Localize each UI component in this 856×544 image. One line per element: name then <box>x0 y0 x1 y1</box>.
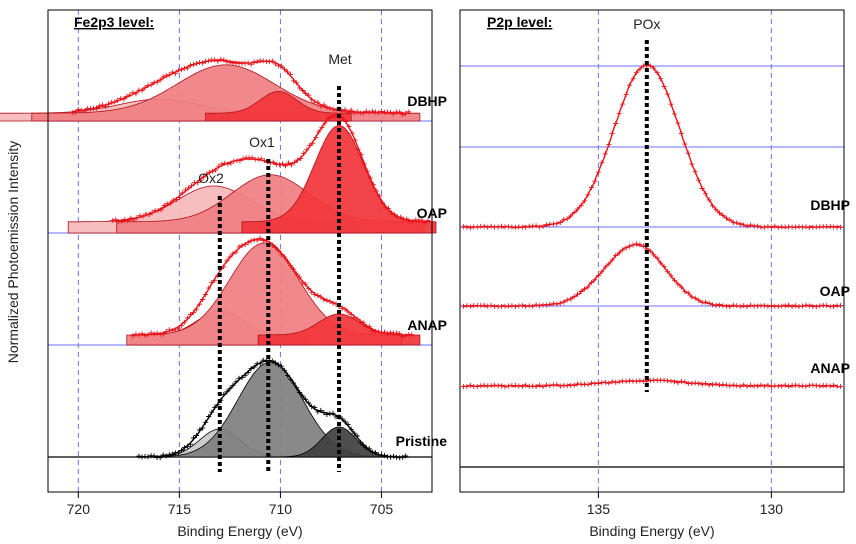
p2p-gridlines <box>597 10 772 492</box>
fe2p3-peak-markers: Ox2 Ox1 Met <box>198 51 352 472</box>
fe2p3-peak-label-ox2: Ox2 <box>198 170 224 186</box>
p2p-label-anap: ANAP <box>810 360 850 376</box>
fe2p3-peak-label-ox1: Ox1 <box>249 134 275 150</box>
fe2p3-tick-label: 715 <box>168 501 192 517</box>
fe2p3-spectrum-oap <box>67 112 437 234</box>
p2p-sample-labels: DBHP OAP ANAP <box>810 197 850 376</box>
fe2p3-spectrum-anap <box>126 235 421 346</box>
fe2p3-label-pristine: Pristine <box>396 433 448 449</box>
p2p-data-points-anap <box>461 377 843 390</box>
fe2p3-tick-label: 720 <box>67 501 91 517</box>
fe2p3-spectrum-dbhp <box>0 56 421 122</box>
p2p-tick-label: 135 <box>587 501 611 517</box>
fe2p3-x-axis-title: Binding Energy (eV) <box>177 523 302 539</box>
y-axis-title: Normalized Photoemission Intensity <box>5 141 21 364</box>
p2p-x-ticks: 135 130 <box>587 492 784 517</box>
p2p-spectrum-oap <box>461 241 843 310</box>
fe2p3-peak-label-met: Met <box>328 51 351 67</box>
fe2p3-data-points-dbhp <box>69 56 412 117</box>
fe2p3-panel-title: Fe2p3 level: <box>74 14 154 30</box>
fe2p3-tick-label: 710 <box>269 501 293 517</box>
fe2p3-component-met-dbhp <box>205 91 352 122</box>
p2p-panel-title: P2p level: <box>487 14 552 30</box>
fe2p3-spectrum-pristine <box>136 357 409 461</box>
p2p-peak-label-pox: POx <box>633 16 660 32</box>
p2p-line-dbhp <box>463 63 841 229</box>
fe2p3-sample-labels: DBHP OAP ANAP Pristine <box>396 93 448 449</box>
fe2p3-label-dbhp: DBHP <box>407 93 447 109</box>
fe2p3-label-oap: OAP <box>417 205 447 221</box>
fe2p3-panel: Ox2 Ox1 Met 720 715 710 705 Fe2p3 level: Bind… <box>0 9 448 539</box>
p2p-tick-label: 130 <box>760 501 784 517</box>
p2p-data-points-dbhp <box>461 63 843 231</box>
p2p-x-axis-title: Binding Energy (eV) <box>589 523 714 539</box>
fe2p3-data-points-pristine <box>136 357 409 461</box>
p2p-label-oap: OAP <box>820 283 850 299</box>
p2p-spectrum-dbhp <box>461 63 843 231</box>
p2p-frame <box>459 9 845 493</box>
fe2p3-data-points-anap <box>130 235 415 339</box>
fe2p3-tick-label: 705 <box>370 501 394 517</box>
p2p-line-oap <box>463 243 841 308</box>
p2p-peak-markers: POx <box>633 16 660 392</box>
fe2p3-data-points-oap <box>110 112 431 226</box>
p2p-label-dbhp: DBHP <box>810 197 850 213</box>
p2p-baselines <box>460 65 844 468</box>
p2p-data-points-oap <box>461 241 843 310</box>
p2p-panel: POx 135 130 P2p level: Binding Energy (eV… <box>459 9 850 539</box>
fe2p3-frame <box>47 9 433 493</box>
fe2p3-x-ticks: 720 715 710 705 <box>67 492 394 517</box>
p2p-spectrum-anap <box>461 377 843 390</box>
fe2p3-label-anap: ANAP <box>407 317 447 333</box>
p2p-series <box>461 63 843 390</box>
